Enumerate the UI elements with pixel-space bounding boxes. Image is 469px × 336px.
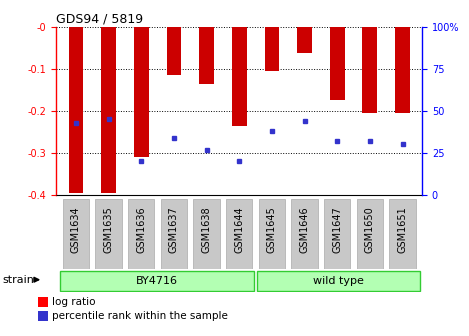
Text: log ratio: log ratio <box>52 297 96 307</box>
Bar <box>38 311 48 321</box>
Bar <box>395 27 410 113</box>
Bar <box>38 297 48 307</box>
FancyBboxPatch shape <box>324 199 350 269</box>
Text: GSM1647: GSM1647 <box>332 206 342 253</box>
Text: GSM1638: GSM1638 <box>202 206 212 253</box>
Bar <box>330 27 345 100</box>
Text: GSM1644: GSM1644 <box>234 206 244 253</box>
Bar <box>297 27 312 53</box>
Text: percentile rank within the sample: percentile rank within the sample <box>52 311 228 321</box>
Text: wild type: wild type <box>313 277 364 286</box>
FancyBboxPatch shape <box>161 199 187 269</box>
Text: GSM1650: GSM1650 <box>365 206 375 253</box>
FancyBboxPatch shape <box>226 199 252 269</box>
Bar <box>134 27 149 157</box>
Text: GSM1646: GSM1646 <box>300 206 310 253</box>
FancyBboxPatch shape <box>259 199 285 269</box>
Bar <box>265 27 279 71</box>
Text: BY4716: BY4716 <box>136 277 178 286</box>
Bar <box>166 27 181 75</box>
Text: GDS94 / 5819: GDS94 / 5819 <box>56 13 144 26</box>
Text: GSM1634: GSM1634 <box>71 206 81 253</box>
FancyBboxPatch shape <box>96 199 121 269</box>
Bar <box>68 27 83 193</box>
FancyBboxPatch shape <box>357 199 383 269</box>
Text: GSM1651: GSM1651 <box>398 206 408 253</box>
Text: GSM1636: GSM1636 <box>136 206 146 253</box>
Bar <box>199 27 214 84</box>
Text: GSM1645: GSM1645 <box>267 206 277 253</box>
Text: GSM1637: GSM1637 <box>169 206 179 253</box>
Bar <box>101 27 116 193</box>
Text: GSM1635: GSM1635 <box>104 206 113 253</box>
FancyBboxPatch shape <box>63 199 89 269</box>
Text: strain: strain <box>2 275 34 285</box>
FancyBboxPatch shape <box>128 199 154 269</box>
FancyBboxPatch shape <box>389 199 416 269</box>
FancyBboxPatch shape <box>60 271 254 291</box>
Bar <box>363 27 377 113</box>
Bar <box>232 27 247 126</box>
FancyBboxPatch shape <box>193 199 219 269</box>
FancyBboxPatch shape <box>257 271 421 291</box>
FancyBboxPatch shape <box>291 199 318 269</box>
